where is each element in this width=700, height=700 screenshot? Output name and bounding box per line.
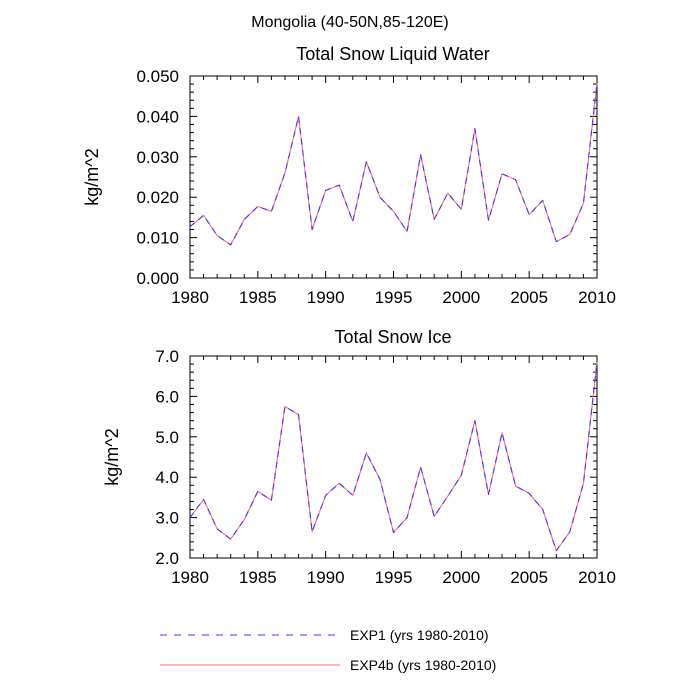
legend: EXP1 (yrs 1980-2010) EXP4b (yrs 1980-201…: [160, 627, 496, 673]
plot-frame: [189, 75, 598, 279]
series-line-exp4b: [189, 361, 598, 552]
x-tick-label: 2010: [578, 568, 616, 587]
y-tick-label: 0.040: [136, 107, 179, 126]
x-tick-label: 1995: [375, 288, 413, 307]
y-tick-label: 5.0: [155, 428, 179, 447]
series-lines: [189, 83, 598, 246]
x-tick-label: 1995: [375, 568, 413, 587]
y-tick-label: 0.010: [136, 229, 179, 248]
y-tick-label: 4.0: [155, 468, 179, 487]
x-tick-label: 2010: [578, 288, 616, 307]
series-line-exp1: [189, 361, 598, 552]
series-line-exp1: [189, 83, 598, 246]
y-tick-label: 3.0: [155, 509, 179, 528]
x-tick-label: 1985: [239, 288, 277, 307]
panel-snow-liquid-water: Total Snow Liquid Water kg/m^2 1980 1985 1…: [82, 44, 616, 307]
x-tick-label: 1985: [239, 568, 277, 587]
y-axis-label: kg/m^2: [102, 428, 122, 485]
x-tick-label: 2005: [510, 288, 548, 307]
legend-label-exp1: EXP1 (yrs 1980-2010): [350, 627, 489, 643]
x-tick-label: 2005: [510, 568, 548, 587]
axes: 1980 1985 1990 1995 2000 2005 2010 2.0 3.0 4.0 5.0…: [155, 347, 616, 587]
y-tick-label: 0.030: [136, 148, 179, 167]
y-tick-label: 0.020: [136, 188, 179, 207]
x-tick-label: 1980: [171, 568, 209, 587]
series-lines: [189, 361, 598, 552]
x-tick-label: 1980: [171, 288, 209, 307]
x-tick-label: 1990: [307, 288, 345, 307]
x-tick-label: 1990: [307, 568, 345, 587]
legend-label-exp4b: EXP4b (yrs 1980-2010): [350, 657, 496, 673]
axes: 1980 1985 1990 1995 2000 2005 2010 0.000 0.010 0.…: [136, 67, 615, 307]
series-line-exp4b: [189, 83, 598, 246]
x-tick-label: 2000: [442, 568, 480, 587]
panel-title: Total Snow Liquid Water: [296, 44, 489, 64]
plot-frame: [189, 355, 598, 559]
figure-title: Mongolia (40-50N,85-120E): [251, 14, 448, 31]
x-tick-label: 2000: [442, 288, 480, 307]
panel-snow-ice: Total Snow Ice kg/m^2 1980 1985 1990 1995 20…: [102, 327, 616, 587]
y-axis-label: kg/m^2: [82, 148, 102, 205]
y-tick-label: 7.0: [155, 347, 179, 366]
panel-title: Total Snow Ice: [334, 327, 451, 347]
y-tick-label: 0.000: [136, 269, 179, 288]
y-tick-label: 6.0: [155, 387, 179, 406]
y-tick-label: 0.050: [136, 67, 179, 86]
y-tick-label: 2.0: [155, 549, 179, 568]
